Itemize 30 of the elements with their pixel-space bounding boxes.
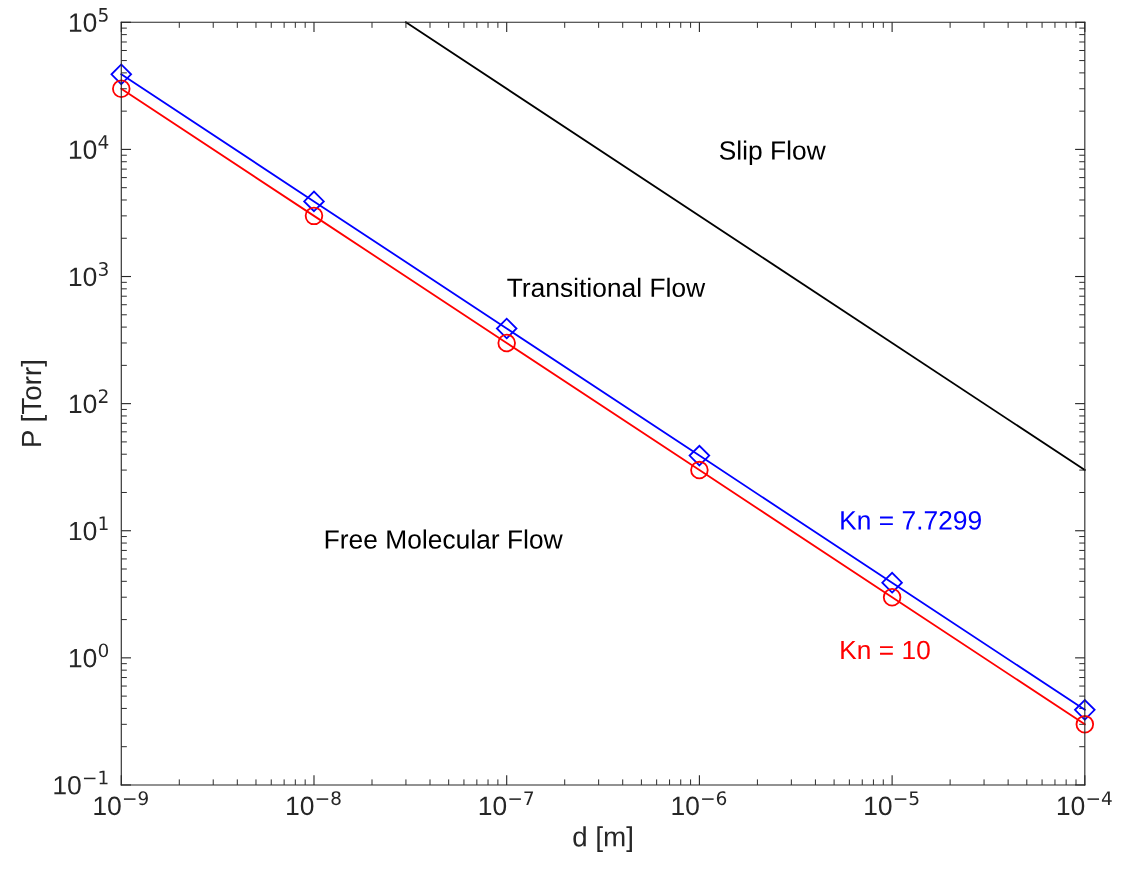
point (882, 587, 902, 607)
x-tick-label: 10$^{−7}$ (479, 791, 534, 816)
point (497, 333, 516, 353)
annotation: Slip Flow (719, 140, 826, 166)
series-label: Kn = 7.7299 (841, 511, 981, 530)
x-tick-label: 10$^{−6}$ (672, 791, 727, 816)
annotation: Transitional Flow (507, 277, 706, 298)
point (304, 206, 324, 226)
series-label: Kn = 10 (841, 640, 930, 660)
point (110, 63, 133, 86)
annotation: Free Molecular Flow (325, 529, 563, 549)
y-tick-label: 10$^{5}$ (69, 8, 108, 32)
point (690, 460, 709, 480)
y-tick-label: 10$^{2}$ (69, 389, 108, 414)
y-axis-title: P [Torr] (20, 361, 47, 446)
point (495, 317, 518, 340)
point (688, 444, 711, 467)
x-axis-title: d [m] (573, 826, 632, 853)
point (303, 190, 325, 213)
x-tick-label: 10$^{−4}$ (1057, 791, 1112, 816)
point (1074, 699, 1096, 721)
y-tick-label: 10$^{1}$ (69, 516, 108, 541)
y-tick-label: 10$^{0}$ (69, 643, 109, 668)
x-tick-label: 10$^{−8}$ (287, 791, 341, 816)
y-tick-label: 10$^{4}$ (69, 135, 109, 160)
point (1075, 715, 1095, 734)
point (881, 571, 903, 594)
point (112, 79, 131, 99)
y-tick-label: 10$^{3}$ (69, 262, 108, 287)
x-tick-label: 10$^{−5}$ (865, 791, 919, 816)
